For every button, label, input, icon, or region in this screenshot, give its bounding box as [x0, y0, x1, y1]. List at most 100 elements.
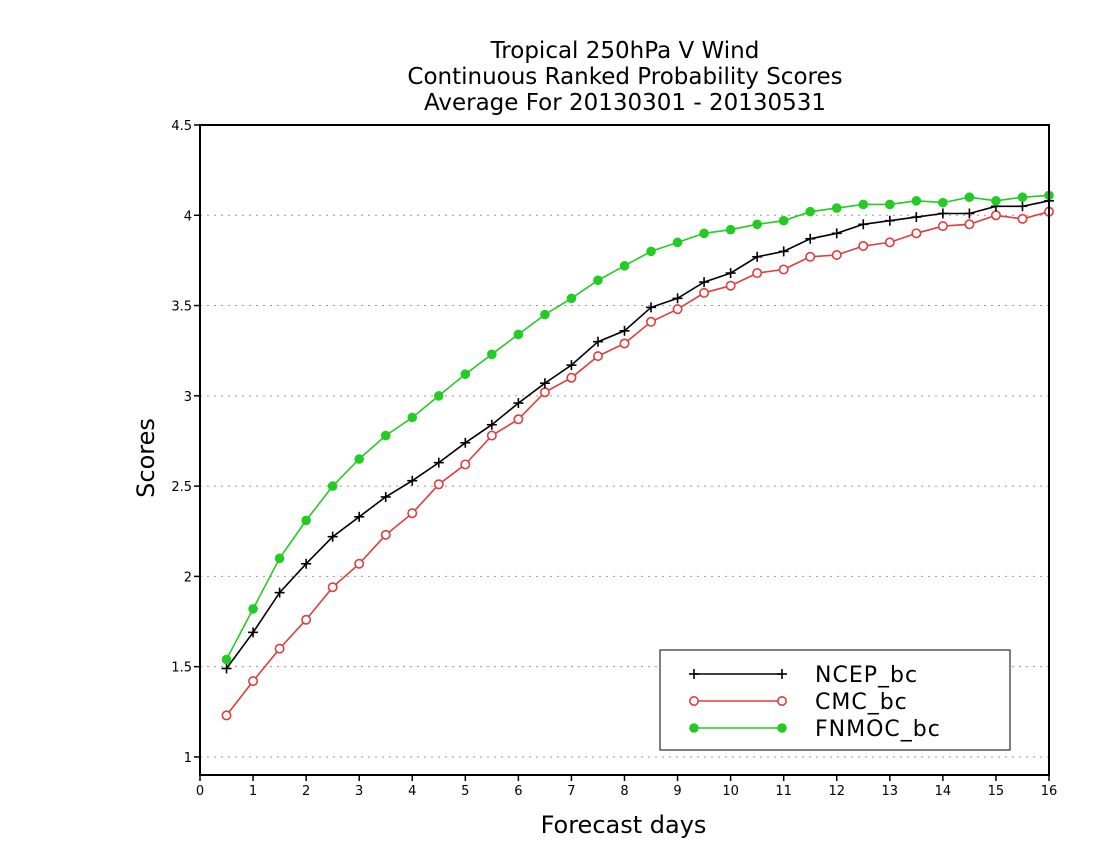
data-point-cmc-bc [407, 508, 418, 519]
data-point-ncep-bc [937, 208, 948, 219]
x-tick-label: 10 [722, 784, 739, 799]
data-point-fnmoc-bc [778, 215, 789, 226]
data-point-ncep-bc [592, 336, 603, 347]
data-point-cmc-bc [433, 479, 444, 490]
data-point-ncep-bc [831, 228, 842, 239]
x-tick-label: 2 [302, 784, 310, 799]
legend-marker-right-ncep-bc [777, 669, 787, 679]
chart-title-line-3: Average For 20130301 - 20130531 [424, 90, 826, 116]
legend-marker-left-cmc-bc [688, 695, 699, 706]
series-line-cmc-bc [225, 210, 1050, 716]
y-tick-label: 3 [184, 390, 192, 405]
data-point-cmc-bc [990, 210, 1001, 221]
y-tick-label: 4.5 [171, 119, 192, 134]
legend-box [659, 649, 1011, 751]
y-tick-label: 2 [184, 570, 192, 585]
data-point-fnmoc-bc [407, 412, 418, 423]
data-point-cmc-bc [884, 237, 895, 248]
data-point-fnmoc-bc [805, 206, 816, 217]
data-point-cmc-bc [592, 351, 603, 362]
x-tick-label: 15 [988, 784, 1005, 799]
data-point-fnmoc-bc [327, 481, 338, 491]
data-point-cmc-bc [858, 240, 869, 251]
data-point-ncep-bc [354, 511, 365, 522]
data-point-fnmoc-bc [540, 309, 550, 320]
legend-marker-left-ncep-bc [689, 669, 699, 679]
x-tick-label: 16 [1041, 784, 1058, 799]
series-line-ncep-bc [225, 200, 1050, 669]
data-point-cmc-bc [248, 676, 259, 687]
data-point-ncep-bc [964, 208, 975, 219]
data-point-fnmoc-bc [911, 196, 922, 206]
data-point-ncep-bc [566, 360, 577, 371]
data-point-fnmoc-bc [513, 329, 524, 340]
legend-marker-left-fnmoc-bc [689, 723, 699, 733]
data-point-cmc-bc [354, 558, 365, 569]
x-tick-label: 9 [673, 784, 681, 799]
data-point-fnmoc-bc [699, 228, 709, 239]
series-ncep-bc [221, 195, 1054, 674]
data-point-cmc-bc [274, 643, 285, 654]
data-point-cmc-bc [301, 614, 312, 625]
data-point-ncep-bc [672, 293, 683, 304]
data-point-ncep-bc [327, 531, 338, 542]
y-tick-label: 2.5 [171, 480, 192, 495]
data-point-fnmoc-bc [380, 430, 391, 441]
data-point-fnmoc-bc [725, 224, 736, 235]
data-point-cmc-bc [460, 459, 471, 470]
data-point-ncep-bc [248, 627, 259, 638]
data-point-cmc-bc [513, 414, 524, 425]
data-point-ncep-bc [380, 491, 391, 502]
data-point-cmc-bc [380, 529, 391, 540]
x-tick-label: 6 [514, 784, 522, 799]
x-tick-label: 4 [408, 784, 416, 799]
y-tick-label: 3.5 [171, 300, 192, 315]
data-point-fnmoc-bc [301, 515, 311, 526]
data-point-ncep-bc [274, 587, 285, 598]
data-point-ncep-bc [460, 437, 471, 448]
chart-title-line-2: Continuous Ranked Probability Scores [407, 64, 842, 90]
data-point-ncep-bc [486, 419, 497, 430]
data-point-ncep-bc [407, 475, 418, 486]
data-point-cmc-bc [752, 268, 763, 279]
y-tick-label: 1.5 [171, 661, 192, 676]
data-point-cmc-bc [619, 338, 630, 349]
data-point-ncep-bc [619, 325, 630, 336]
data-point-ncep-bc [699, 277, 710, 288]
data-point-cmc-bc [937, 221, 948, 232]
data-point-ncep-bc [513, 398, 524, 409]
legend-label-fnmoc-bc: FNMOC_bc [815, 717, 941, 742]
x-tick-label: 12 [828, 784, 845, 799]
data-point-fnmoc-bc [619, 261, 630, 271]
data-point-cmc-bc [486, 430, 497, 441]
x-tick-label: 11 [775, 784, 792, 799]
data-point-fnmoc-bc [354, 454, 364, 464]
data-point-ncep-bc [539, 378, 550, 389]
data-point-ncep-bc [221, 663, 232, 674]
legend-marker-right-fnmoc-bc [777, 723, 787, 733]
data-point-fnmoc-bc [752, 219, 762, 230]
data-point-ncep-bc [884, 215, 895, 226]
data-point-fnmoc-bc [566, 293, 577, 304]
y-tick-label: 1 [184, 751, 192, 766]
data-point-fnmoc-bc [885, 199, 895, 210]
x-tick-label: 13 [882, 784, 899, 799]
data-point-fnmoc-bc [672, 237, 683, 248]
data-point-cmc-bc [911, 228, 922, 239]
data-point-fnmoc-bc [221, 654, 232, 665]
data-point-ncep-bc [301, 558, 312, 569]
series-line-fnmoc-bc [225, 194, 1050, 660]
x-tick-label: 1 [249, 784, 257, 799]
data-point-ncep-bc [752, 251, 763, 262]
chart-title-line-1: Tropical 250hPa V Wind [490, 38, 760, 64]
series-fnmoc-bc [221, 190, 1054, 665]
data-point-cmc-bc [221, 710, 232, 721]
data-point-cmc-bc [327, 582, 338, 593]
x-tick-label: 3 [355, 784, 363, 799]
data-point-cmc-bc [646, 316, 657, 327]
data-point-fnmoc-bc [487, 349, 497, 360]
data-point-fnmoc-bc [964, 192, 975, 203]
data-point-cmc-bc [964, 219, 975, 230]
data-point-fnmoc-bc [938, 197, 948, 208]
